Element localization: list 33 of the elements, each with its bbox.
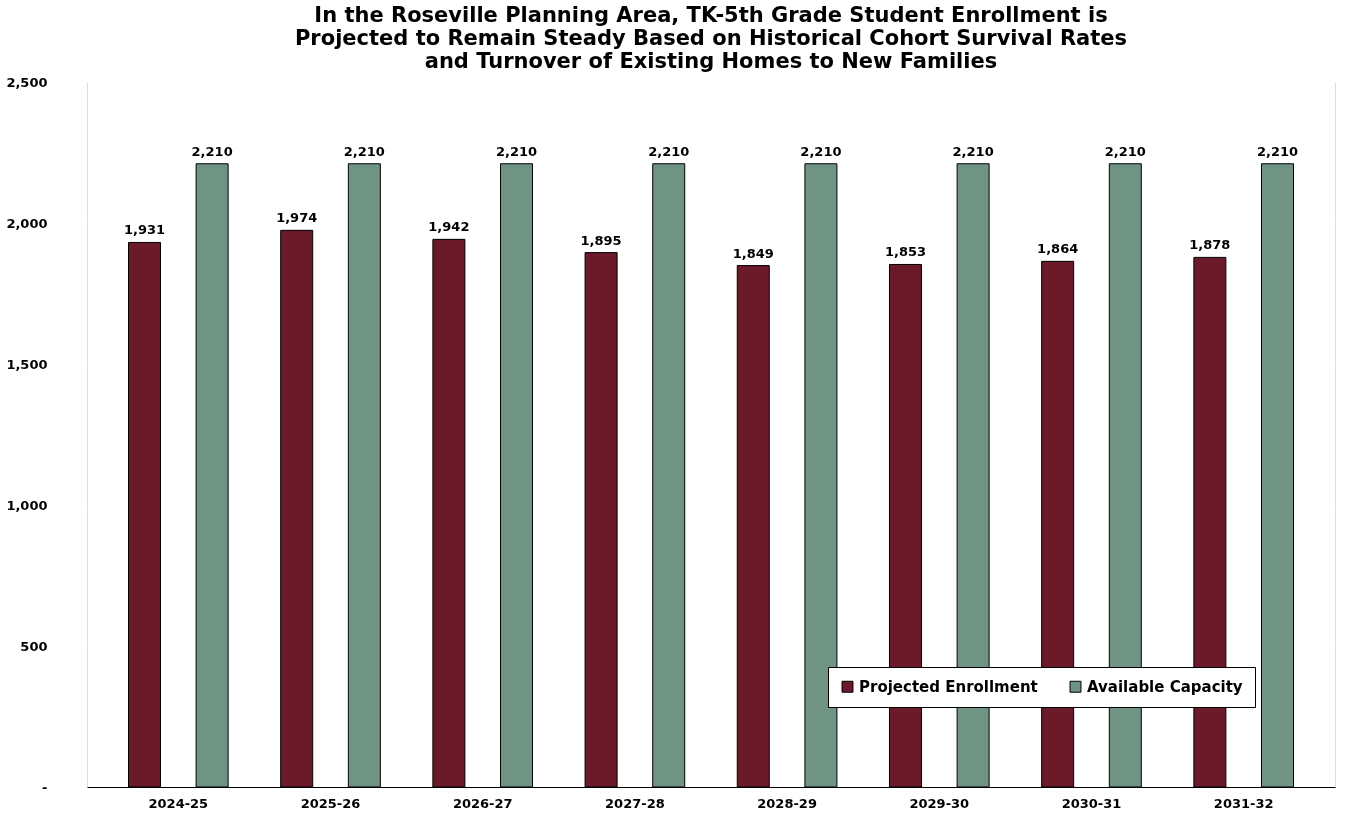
legend-label: Available Capacity	[1087, 677, 1243, 696]
y-tick-label: 2,500	[6, 74, 48, 90]
data-label: 1,849	[732, 245, 774, 261]
y-tick-label: 500	[20, 638, 48, 654]
data-label: 1,942	[428, 219, 470, 235]
data-label: 2,210	[495, 143, 538, 159]
y-tick-label: -	[42, 779, 48, 795]
data-label: 2,210	[1104, 143, 1146, 159]
data-label: 1,878	[1189, 237, 1231, 253]
x-tick-label: 2029-30	[909, 795, 970, 811]
data-label: 1,853	[884, 244, 927, 260]
x-tick-label: 2031-32	[1213, 795, 1274, 811]
chart-title: In the Roseville Planning Area, TK-5th Grade Student Enrollment is Projected to Remain Steady Based on Historical Cohort Survival Rates and Turnover of Existing Homes to New Families	[294, 3, 1128, 73]
data-label: 2,210	[800, 143, 842, 159]
data-label: 2,210	[952, 143, 994, 159]
x-tick-label: 2026-27	[452, 795, 513, 811]
x-tick-label: 2024-25	[148, 795, 209, 811]
y-tick-label: 1,500	[6, 356, 48, 372]
data-label: 1,974	[276, 210, 318, 226]
legend-label: Projected Enrollment	[859, 677, 1038, 696]
data-label: 1,895	[580, 232, 622, 248]
data-label: 2,210	[191, 143, 233, 159]
x-tick-label: 2025-26	[300, 795, 361, 811]
x-tick-label: 2027-28	[605, 795, 665, 811]
data-label: 2,210	[343, 143, 385, 159]
x-tick-label: 2028-29	[757, 795, 817, 811]
x-tick-label: 2030-31	[1061, 795, 1122, 811]
y-tick-label: 2,000	[6, 215, 48, 231]
data-label: 1,931	[123, 222, 166, 238]
data-label: 2,210	[648, 143, 690, 159]
data-label: 1,864	[1037, 241, 1079, 257]
y-tick-label: 1,000	[6, 497, 48, 513]
data-label: 2,210	[1256, 143, 1299, 159]
